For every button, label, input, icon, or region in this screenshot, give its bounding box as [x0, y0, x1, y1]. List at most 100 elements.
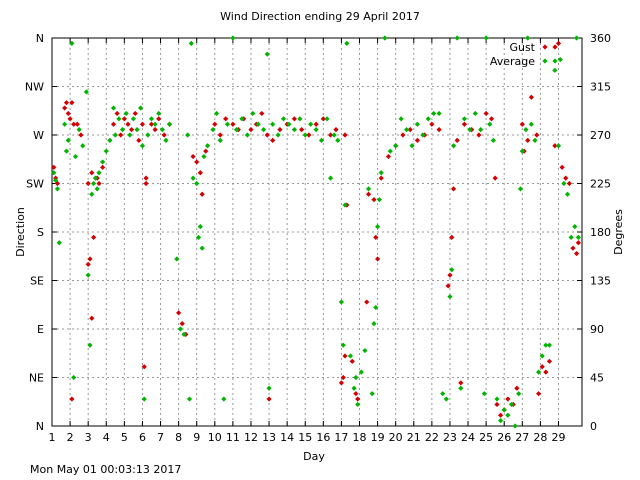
average-point	[458, 385, 464, 391]
average-point	[398, 116, 404, 122]
gust-point	[342, 132, 348, 138]
average-point	[53, 177, 59, 183]
gust-point	[494, 401, 500, 408]
gust-point	[143, 175, 149, 181]
average-point	[376, 197, 383, 203]
average-point	[127, 132, 133, 138]
average-point	[436, 110, 442, 117]
average-point	[523, 127, 529, 133]
gust-point	[449, 234, 455, 240]
gust-point	[65, 110, 71, 117]
gust-point	[364, 299, 370, 305]
gust-point	[327, 132, 334, 138]
gust-point	[378, 175, 384, 181]
y-tick-label-right: 315	[590, 81, 611, 94]
average-point	[71, 374, 77, 381]
average-point	[54, 186, 61, 192]
average-point	[447, 294, 453, 300]
gust-point	[365, 191, 372, 197]
gust-point	[461, 121, 468, 127]
gust-point	[264, 132, 270, 138]
gust-point	[333, 127, 339, 133]
average-point	[487, 121, 493, 127]
gust-point	[78, 132, 84, 138]
average-point	[331, 132, 337, 138]
x-tick-label: 10	[208, 431, 222, 444]
average-point	[204, 143, 211, 149]
legend-marker-average	[552, 58, 558, 64]
x-tick-label: 11	[226, 431, 240, 444]
x-tick-label: 21	[407, 431, 421, 444]
average-point	[286, 121, 292, 127]
average-point	[63, 148, 70, 154]
average-point	[185, 132, 191, 138]
average-point	[382, 35, 388, 41]
gust-point	[445, 283, 451, 289]
y-tick-label-left: E	[37, 323, 44, 336]
average-point	[365, 186, 372, 192]
average-point	[564, 191, 571, 197]
x-tick-label: 6	[139, 431, 146, 444]
average-point	[543, 342, 549, 348]
gust-point	[492, 175, 498, 181]
gust-point	[450, 186, 457, 192]
gust-point	[414, 137, 420, 143]
x-tick-label: 27	[515, 431, 529, 444]
x-tick-label: 13	[262, 431, 276, 444]
grid-lines	[52, 38, 582, 426]
average-point	[181, 331, 187, 337]
average-point	[308, 121, 314, 127]
gust-point	[573, 250, 580, 257]
average-point	[255, 121, 261, 127]
average-point	[478, 127, 484, 133]
gust-point	[136, 137, 142, 143]
y-tick-label-right: 135	[590, 275, 611, 288]
average-point	[532, 137, 538, 143]
y-tick-label-right: 225	[590, 178, 611, 191]
x-tick-label: 3	[85, 431, 92, 444]
average-point	[159, 127, 165, 133]
x-tick-label: 18	[353, 431, 367, 444]
x-tick-label: 4	[103, 431, 110, 444]
gust-point	[371, 197, 377, 203]
gust-point	[338, 380, 345, 386]
average-point	[393, 143, 399, 149]
y-tick-label-right: 45	[590, 372, 604, 385]
chart-title: Wind Direction ending 29 April 2017	[220, 10, 420, 23]
average-point	[148, 116, 155, 122]
gust-point	[62, 105, 68, 111]
average-point	[454, 35, 460, 41]
gust-point	[400, 132, 406, 138]
average-point	[572, 224, 578, 230]
average-point	[264, 51, 270, 57]
x-tick-label: 20	[389, 431, 403, 444]
average-point	[291, 127, 297, 133]
average-point	[505, 412, 511, 418]
gust-point	[67, 116, 73, 122]
average-point	[139, 143, 146, 149]
average-point	[130, 116, 136, 122]
average-point	[103, 148, 109, 154]
average-point	[94, 186, 100, 192]
average-point	[261, 127, 267, 133]
gust-point	[118, 132, 124, 138]
y-tick-label-right: 270	[590, 129, 611, 142]
average-point	[387, 148, 393, 154]
average-point	[302, 132, 308, 138]
x-tick-label: 23	[443, 431, 457, 444]
gust-point	[179, 321, 185, 327]
gust-point	[299, 127, 305, 133]
average-point	[83, 89, 89, 95]
average-point	[358, 369, 364, 375]
average-point	[443, 396, 449, 402]
legend-label-gust: Gust	[509, 41, 535, 54]
gust-point	[266, 396, 272, 402]
average-point	[351, 385, 357, 391]
average-point	[87, 342, 93, 348]
average-point	[449, 267, 455, 273]
y-tick-label-left: SE	[30, 275, 44, 288]
gust-point	[74, 121, 80, 127]
average-point	[362, 347, 368, 354]
average-point	[472, 110, 478, 117]
